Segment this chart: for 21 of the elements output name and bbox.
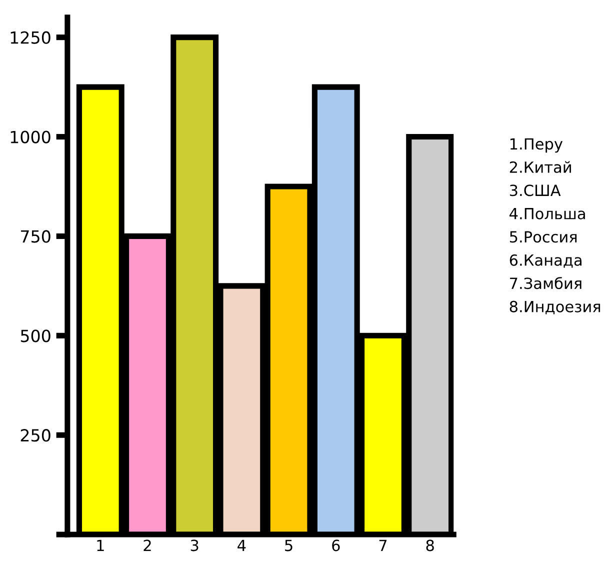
- y-tick-label: 250: [20, 429, 50, 442]
- y-tick-label: 1000: [10, 130, 50, 144]
- x-tick-label: 5: [285, 540, 292, 552]
- x-tick-label: 7: [379, 540, 387, 551]
- text: 2.Китай: [510, 161, 571, 173]
- y-tick-label: 500: [20, 330, 50, 342]
- text: 8.Индоезия: [510, 300, 600, 314]
- text: 1.Перу: [510, 138, 563, 153]
- text: 4.Польша: [510, 208, 585, 220]
- y-tick-label: 750: [21, 230, 50, 243]
- x-tick-label: 2: [144, 540, 151, 551]
- y-tick-label: 1250: [10, 31, 50, 44]
- x-tick-label: 4: [238, 540, 246, 551]
- x-tick-label: 8: [426, 540, 434, 552]
- text: 3.США: [510, 184, 561, 196]
- text: 7.Замбия: [510, 277, 582, 290]
- text: 5.Россия: [510, 231, 577, 243]
- x-tick-label: 3: [190, 540, 198, 552]
- text: 6.Канада: [510, 254, 582, 268]
- x-tick-label: 6: [332, 540, 340, 552]
- x-tick-label: 1: [97, 540, 104, 551]
